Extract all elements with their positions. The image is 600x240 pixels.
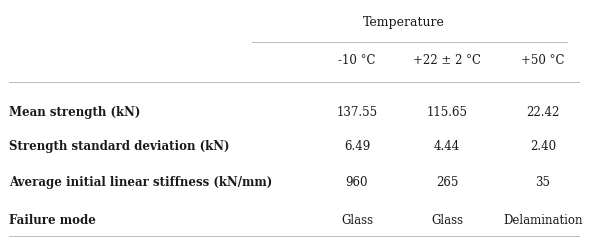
Text: Glass: Glass bbox=[341, 214, 373, 227]
Text: Mean strength (kN): Mean strength (kN) bbox=[9, 106, 140, 119]
Text: Delamination: Delamination bbox=[503, 214, 583, 227]
Text: 35: 35 bbox=[536, 176, 551, 189]
Text: 2.40: 2.40 bbox=[530, 140, 556, 153]
Text: -10 °C: -10 °C bbox=[338, 54, 376, 67]
Text: 137.55: 137.55 bbox=[337, 106, 377, 119]
Text: Strength standard deviation (kN): Strength standard deviation (kN) bbox=[9, 140, 229, 153]
Text: +22 ± 2 °C: +22 ± 2 °C bbox=[413, 54, 481, 67]
Text: 4.44: 4.44 bbox=[434, 140, 460, 153]
Text: Glass: Glass bbox=[431, 214, 463, 227]
Text: 115.65: 115.65 bbox=[427, 106, 467, 119]
Text: Failure mode: Failure mode bbox=[9, 214, 96, 227]
Text: +50 °C: +50 °C bbox=[521, 54, 565, 67]
Text: 960: 960 bbox=[346, 176, 368, 189]
Text: 265: 265 bbox=[436, 176, 458, 189]
Text: Average initial linear stiffness (kN/mm): Average initial linear stiffness (kN/mm) bbox=[9, 176, 272, 189]
Text: 6.49: 6.49 bbox=[344, 140, 370, 153]
Text: 22.42: 22.42 bbox=[526, 106, 560, 119]
Text: Temperature: Temperature bbox=[362, 16, 445, 29]
